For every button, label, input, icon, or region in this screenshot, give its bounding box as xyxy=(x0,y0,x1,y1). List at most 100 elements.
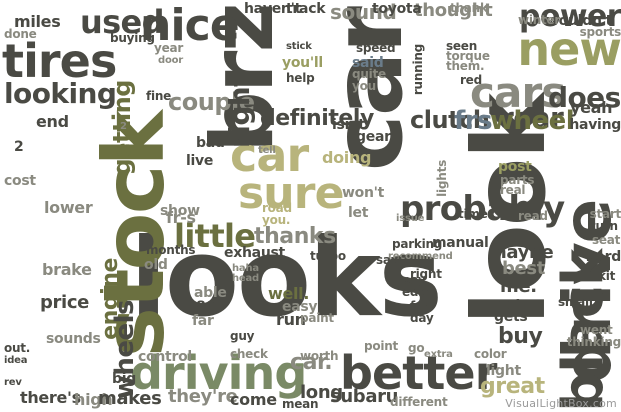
cloud-word: car xyxy=(230,128,309,182)
cloud-word: they're xyxy=(168,386,238,407)
cloud-word: price xyxy=(40,292,90,313)
cloud-word: well. xyxy=(268,284,310,303)
cloud-word: sound xyxy=(330,0,397,24)
cloud-word: sounds xyxy=(46,331,101,347)
cloud-word: speed xyxy=(356,41,396,55)
cloud-word: far xyxy=(192,313,214,329)
cloud-word: me. xyxy=(500,276,537,297)
cloud-word: parts xyxy=(500,173,535,187)
cloud-word: miles xyxy=(14,12,61,31)
cloud-word: sports xyxy=(579,25,621,39)
cloud-word: issue xyxy=(396,213,425,224)
cloud-word: post xyxy=(498,159,532,175)
cloud-word: saw xyxy=(376,253,402,267)
cloud-word: real xyxy=(500,183,526,197)
cloud-word: gets xyxy=(494,309,528,325)
cloud-word: subaru xyxy=(330,386,399,407)
cloud-word: out. xyxy=(4,341,31,355)
cloud-word: thought xyxy=(414,0,493,21)
cloud-word: worth xyxy=(300,349,339,363)
watermark: VisualLightBox.com xyxy=(505,397,617,410)
cloud-word: recommend xyxy=(388,251,453,262)
cloud-word: 86 xyxy=(196,299,215,315)
cloud-word: lights xyxy=(435,160,449,197)
cloud-word: easy xyxy=(282,299,318,315)
cloud-word: thinking xyxy=(566,335,621,349)
cloud-word: right xyxy=(223,74,256,148)
cloud-word: clutch xyxy=(410,106,490,134)
cloud-word: check xyxy=(230,347,268,361)
cloud-word: rev xyxy=(4,377,22,388)
cloud-word: rear xyxy=(500,101,564,134)
cloud-word: haven't xyxy=(244,1,302,17)
cloud-word: seat xyxy=(592,233,621,247)
cloud-word: long xyxy=(300,382,343,403)
cloud-word: fr-s xyxy=(166,208,196,227)
cloud-word: haha xyxy=(232,263,259,274)
cloud-word: went xyxy=(580,323,613,337)
cloud-word: live xyxy=(186,153,214,169)
cloud-word: help xyxy=(286,71,315,85)
cloud-word: track xyxy=(286,1,326,17)
cloud-word: new xyxy=(517,22,621,76)
cloud-word: you. xyxy=(262,213,291,227)
cloud-word: fun xyxy=(410,299,432,313)
cloud-word: doing xyxy=(322,148,372,167)
cloud-word: turn xyxy=(590,219,618,233)
cloud-word: brake xyxy=(42,260,92,279)
cloud-word: best xyxy=(502,258,545,279)
cloud-word: definitely xyxy=(260,106,374,131)
cloud-word: yeah xyxy=(570,98,613,117)
cloud-word: looks xyxy=(130,216,443,341)
cloud-word: edit xyxy=(402,285,428,299)
cloud-word: able xyxy=(194,285,227,301)
cloud-word: year xyxy=(154,41,184,55)
cloud-word: them. xyxy=(446,59,485,73)
cloud-word: read xyxy=(518,209,548,223)
cloud-word: sure xyxy=(238,168,344,219)
cloud-word: guy xyxy=(230,329,255,343)
cloud-word: point xyxy=(364,339,399,353)
cloud-word: parking xyxy=(392,237,443,251)
cloud-word: frs xyxy=(454,106,493,136)
cloud-word: kit xyxy=(598,269,616,283)
cloud-word: better xyxy=(340,346,497,400)
cloud-word: having xyxy=(569,117,621,133)
cloud-word: buy xyxy=(498,324,543,349)
cloud-word: does xyxy=(548,81,621,114)
cloud-word: done xyxy=(4,27,37,41)
cloud-word: big xyxy=(112,371,137,387)
cloud-word: cars xyxy=(470,68,566,117)
cloud-word: thanks xyxy=(254,224,336,249)
cloud-word: thank xyxy=(450,1,488,15)
cloud-word: used xyxy=(80,3,165,41)
cloud-word: probably xyxy=(400,189,565,229)
cloud-word: head xyxy=(232,273,260,284)
cloud-word: red xyxy=(460,73,482,87)
cloud-word: tires xyxy=(2,34,117,88)
cloud-word: 2 xyxy=(14,139,24,155)
cloud-word: wouldn't xyxy=(546,13,613,29)
cloud-word: come xyxy=(230,390,277,409)
cloud-word: seen xyxy=(446,39,478,53)
cloud-word: door xyxy=(158,55,184,66)
cloud-word: great xyxy=(480,374,545,399)
cloud-word: small xyxy=(558,295,593,309)
cloud-word: running xyxy=(411,44,425,96)
cloud-word: end xyxy=(36,112,69,131)
cloud-word: manual xyxy=(432,235,489,251)
cloud-word: set xyxy=(498,297,522,313)
cloud-word: exhaust xyxy=(224,245,285,261)
cloud-word: day xyxy=(410,311,434,325)
cloud-word: run xyxy=(276,310,306,329)
cloud-word: bad xyxy=(196,135,225,151)
cloud-word: car. xyxy=(290,350,333,375)
cloud-word: different xyxy=(390,395,448,409)
cloud-word: stick xyxy=(286,41,312,52)
cloud-word: couple xyxy=(168,88,255,116)
cloud-word: won't xyxy=(342,185,385,201)
cloud-word: show xyxy=(160,203,200,219)
cloud-word: isn't xyxy=(332,117,365,133)
cloud-word: makes xyxy=(98,388,162,409)
